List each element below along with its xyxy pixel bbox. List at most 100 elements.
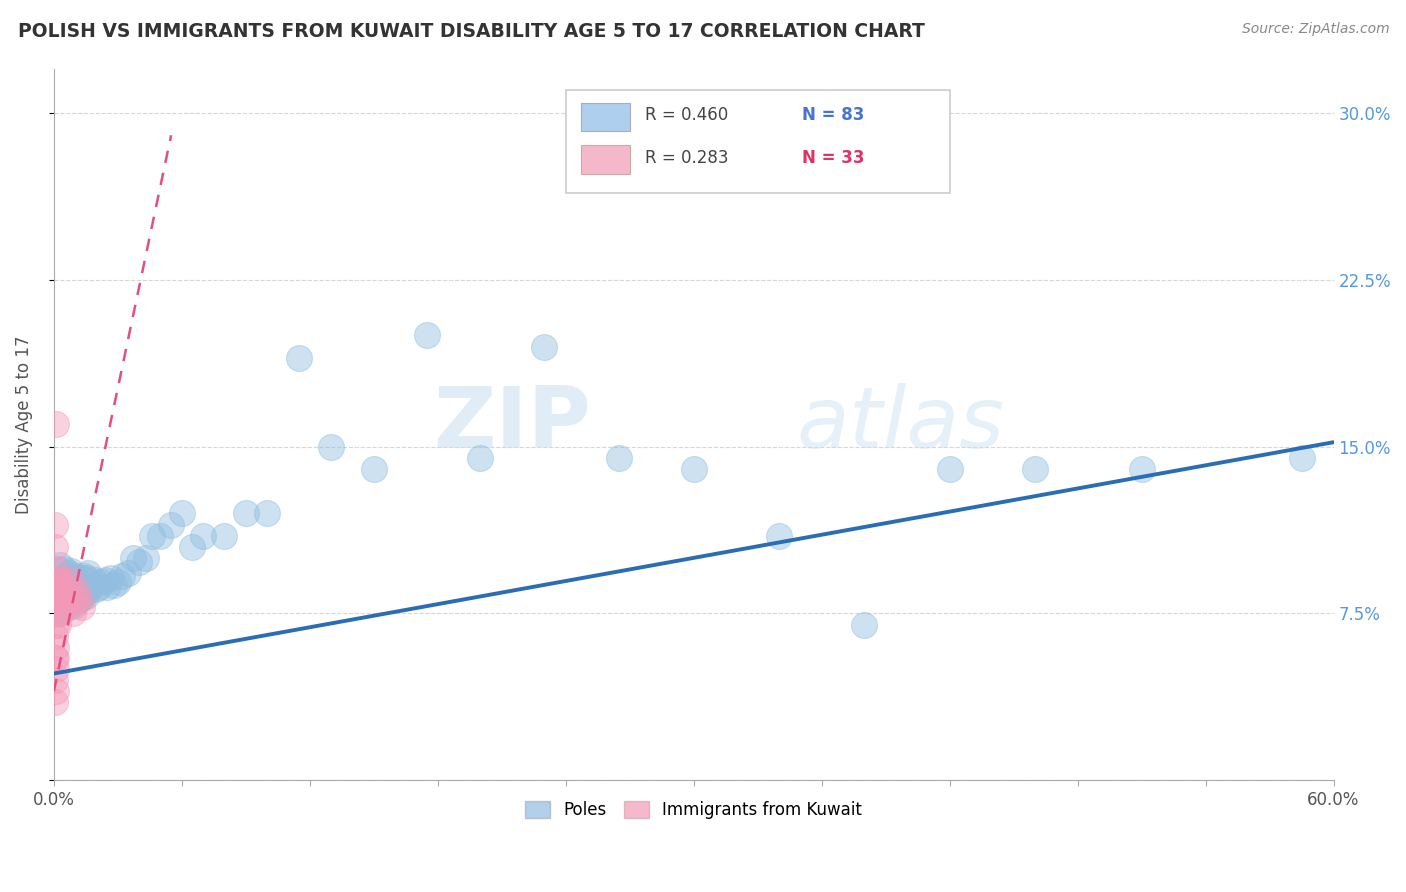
Point [94, 573, 117, 587]
Point [470, 450, 492, 465]
Point [62, 591, 84, 605]
Point [67, 593, 90, 607]
Point [51, 604, 73, 618]
Point [55, 584, 77, 599]
Text: POLISH VS IMMIGRANTS FROM KUWAIT DISABILITY AGE 5 TO 17 CORRELATION CHART: POLISH VS IMMIGRANTS FROM KUWAIT DISABIL… [18, 22, 925, 41]
Point [768, 528, 790, 542]
Point [63, 568, 86, 582]
Point [363, 462, 385, 476]
Point [44, 651, 66, 665]
FancyBboxPatch shape [581, 145, 630, 174]
Point [46, 617, 69, 632]
Point [70, 599, 93, 614]
Point [44, 517, 66, 532]
Point [67, 591, 90, 605]
Point [87, 580, 110, 594]
Point [62, 573, 84, 587]
Point [45, 662, 67, 676]
Point [73, 568, 96, 582]
Point [45, 595, 67, 609]
Point [58, 599, 80, 614]
Point [45, 617, 67, 632]
Point [128, 555, 150, 569]
Legend: Poles, Immigrants from Kuwait: Poles, Immigrants from Kuwait [519, 794, 869, 825]
Point [121, 550, 143, 565]
Point [53, 599, 76, 614]
Point [170, 507, 193, 521]
Point [53, 589, 76, 603]
Point [51, 573, 73, 587]
Point [66, 584, 89, 599]
Point [256, 507, 278, 521]
Point [288, 351, 311, 365]
Point [235, 507, 257, 521]
Point [49, 599, 72, 614]
Point [67, 575, 90, 590]
Point [90, 575, 112, 590]
Point [66, 573, 89, 587]
Point [44, 673, 66, 688]
Point [70, 591, 93, 605]
Point [191, 528, 214, 542]
Point [46, 562, 69, 576]
Point [62, 607, 84, 621]
Point [49, 573, 72, 587]
Point [46, 573, 69, 587]
Point [319, 440, 342, 454]
Point [45, 607, 67, 621]
Point [75, 571, 97, 585]
Point [853, 617, 876, 632]
Point [70, 571, 93, 585]
Point [149, 528, 172, 542]
Point [82, 577, 104, 591]
FancyBboxPatch shape [565, 90, 949, 193]
Point [51, 595, 73, 609]
Point [46, 607, 69, 621]
Point [59, 564, 82, 578]
Point [533, 340, 555, 354]
Point [49, 558, 72, 572]
Point [44, 562, 66, 576]
Point [416, 328, 439, 343]
Point [1024, 462, 1046, 476]
Point [135, 550, 157, 565]
Point [53, 562, 76, 576]
Point [45, 573, 67, 587]
Y-axis label: Disability Age 5 to 17: Disability Age 5 to 17 [15, 335, 32, 514]
Point [46, 595, 69, 609]
Point [141, 528, 163, 542]
Point [45, 595, 67, 609]
Point [607, 450, 630, 465]
Point [58, 582, 80, 596]
Point [44, 577, 66, 591]
Point [45, 573, 67, 587]
Point [1291, 450, 1313, 465]
FancyBboxPatch shape [581, 103, 630, 131]
Point [75, 589, 97, 603]
Point [79, 580, 101, 594]
Point [63, 595, 86, 609]
Point [58, 566, 80, 581]
Text: R = 0.460: R = 0.460 [645, 106, 728, 125]
Point [1130, 462, 1153, 476]
Text: N = 33: N = 33 [803, 149, 865, 167]
Text: ZIP: ZIP [433, 383, 592, 466]
Point [66, 589, 89, 603]
Point [59, 573, 82, 587]
Point [44, 695, 66, 709]
Point [45, 640, 67, 654]
Point [77, 566, 100, 581]
Point [53, 577, 76, 591]
Point [44, 629, 66, 643]
Point [45, 651, 67, 665]
Point [103, 577, 125, 591]
Point [83, 573, 105, 587]
Point [46, 591, 69, 605]
Point [44, 591, 66, 605]
Point [45, 417, 67, 432]
Point [938, 462, 960, 476]
Point [53, 599, 76, 614]
Point [107, 575, 129, 590]
Point [51, 571, 73, 585]
Text: Source: ZipAtlas.com: Source: ZipAtlas.com [1241, 22, 1389, 37]
